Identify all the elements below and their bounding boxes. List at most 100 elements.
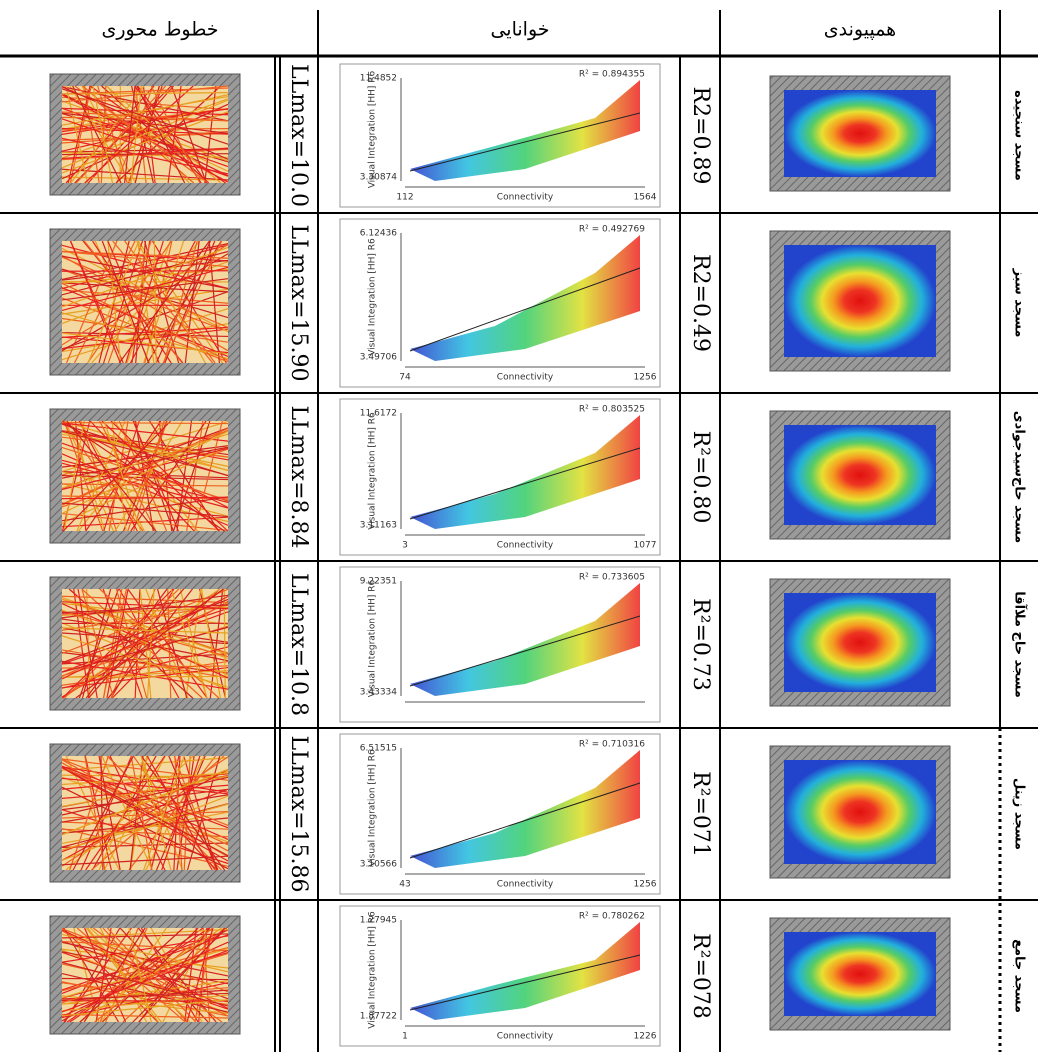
scatter-cloud [410, 750, 640, 868]
axial-line [153, 240, 157, 364]
axial-line [130, 420, 207, 532]
r2-value: R² = 0.803525 [579, 405, 645, 415]
llmax-label: LLmax=15.90 [286, 224, 311, 381]
axial-line [99, 588, 220, 699]
x-axis-label: Connectivity [497, 541, 554, 551]
y-min: 1.87722 [360, 1012, 397, 1022]
axial-line [61, 420, 229, 472]
axial-line [89, 85, 226, 184]
y-max: 11.4852 [360, 74, 397, 84]
axial-line [81, 588, 203, 699]
header-cell: خطوط محوری [101, 19, 218, 41]
axial-line [109, 755, 166, 871]
x-max: 1256 [634, 880, 657, 890]
scatter-cloud [410, 235, 640, 361]
axial-line [61, 243, 229, 281]
header-cell: همپیوندی [824, 19, 896, 41]
axial-line [72, 85, 122, 184]
axial-line [61, 118, 229, 177]
axial-line [61, 422, 229, 442]
axial-line [186, 927, 214, 1023]
llmax-label: LLmax=8.84 [286, 405, 311, 548]
axial-line [194, 927, 214, 1023]
axial-line [61, 483, 229, 487]
y-max: 1.27945 [360, 916, 397, 926]
axial-line [61, 332, 229, 355]
header-cell: خوانایی [490, 19, 549, 41]
axial-line [61, 788, 229, 853]
axial-line [61, 595, 229, 604]
integration-map [784, 593, 936, 692]
regression-line [409, 954, 641, 1011]
axial-line [69, 85, 92, 184]
axial-line [146, 240, 222, 364]
axial-line [124, 240, 216, 364]
axial-line [101, 755, 153, 871]
mosque-name: مسجد حاج ملاآقا [1012, 591, 1029, 698]
axial-line [136, 85, 186, 184]
axial-line [61, 244, 229, 346]
axial-line [61, 86, 229, 160]
axial-line [106, 588, 129, 699]
axial-line [84, 927, 127, 1023]
axial-line [167, 85, 182, 184]
axial-line [61, 430, 229, 471]
mosque-name: مسجد سبز [1012, 268, 1027, 338]
axial-line [66, 420, 157, 532]
axial-line [101, 240, 150, 364]
integration-map [784, 932, 936, 1016]
axial-line [62, 420, 225, 532]
axial-line [61, 422, 229, 509]
y-max: 11.6172 [360, 409, 397, 419]
axial-line [61, 255, 229, 290]
axial-line [79, 927, 184, 1023]
axial-line [61, 430, 229, 477]
axial-line [61, 111, 229, 174]
axial-line [61, 176, 229, 181]
axial-line [61, 961, 229, 1007]
scatter-cloud [410, 922, 640, 1020]
regression-line [409, 782, 641, 859]
r2-value: R² = 0.894355 [579, 70, 645, 80]
x-axis-label: Connectivity [497, 880, 554, 890]
r2-value: R² = 0.492769 [579, 225, 645, 235]
axial-line [61, 940, 229, 952]
axial-line [61, 768, 229, 836]
axial-line [61, 496, 229, 500]
axial-line [61, 137, 229, 175]
axial-line [83, 927, 146, 1023]
axial-line [128, 927, 152, 1023]
axial-line [101, 85, 210, 184]
integration-map [784, 90, 936, 177]
axial-line [61, 92, 229, 95]
axial-line [130, 755, 148, 871]
axial-line [87, 240, 140, 364]
y-min: 3.30874 [360, 173, 397, 183]
axial-line [163, 240, 198, 364]
axial-line [61, 427, 229, 505]
r2-label: R2=0.49 [688, 254, 713, 352]
axial-line [61, 982, 229, 1019]
axial-line [138, 927, 226, 1023]
axial-line [63, 420, 85, 532]
axial-line [103, 240, 144, 364]
axial-line [134, 85, 160, 184]
axial-line [61, 168, 229, 181]
axial-line [61, 758, 229, 826]
r2-value: R² = 0.733605 [579, 573, 645, 583]
axial-line [61, 675, 229, 678]
axial-line [75, 588, 224, 699]
axial-line [208, 240, 220, 364]
y-min: 3.10566 [360, 860, 397, 870]
axial-line [61, 588, 229, 654]
r2-label: R²=0.80 [688, 431, 713, 524]
mosque-name: مسجد جامع [1012, 939, 1027, 1013]
axial-line [61, 788, 229, 811]
axial-line [102, 588, 143, 699]
axial-line [61, 433, 229, 489]
axial-line [115, 588, 148, 699]
axial-line [63, 927, 132, 1023]
r2-label: R²=0.73 [688, 598, 713, 691]
axial-line [61, 268, 229, 284]
